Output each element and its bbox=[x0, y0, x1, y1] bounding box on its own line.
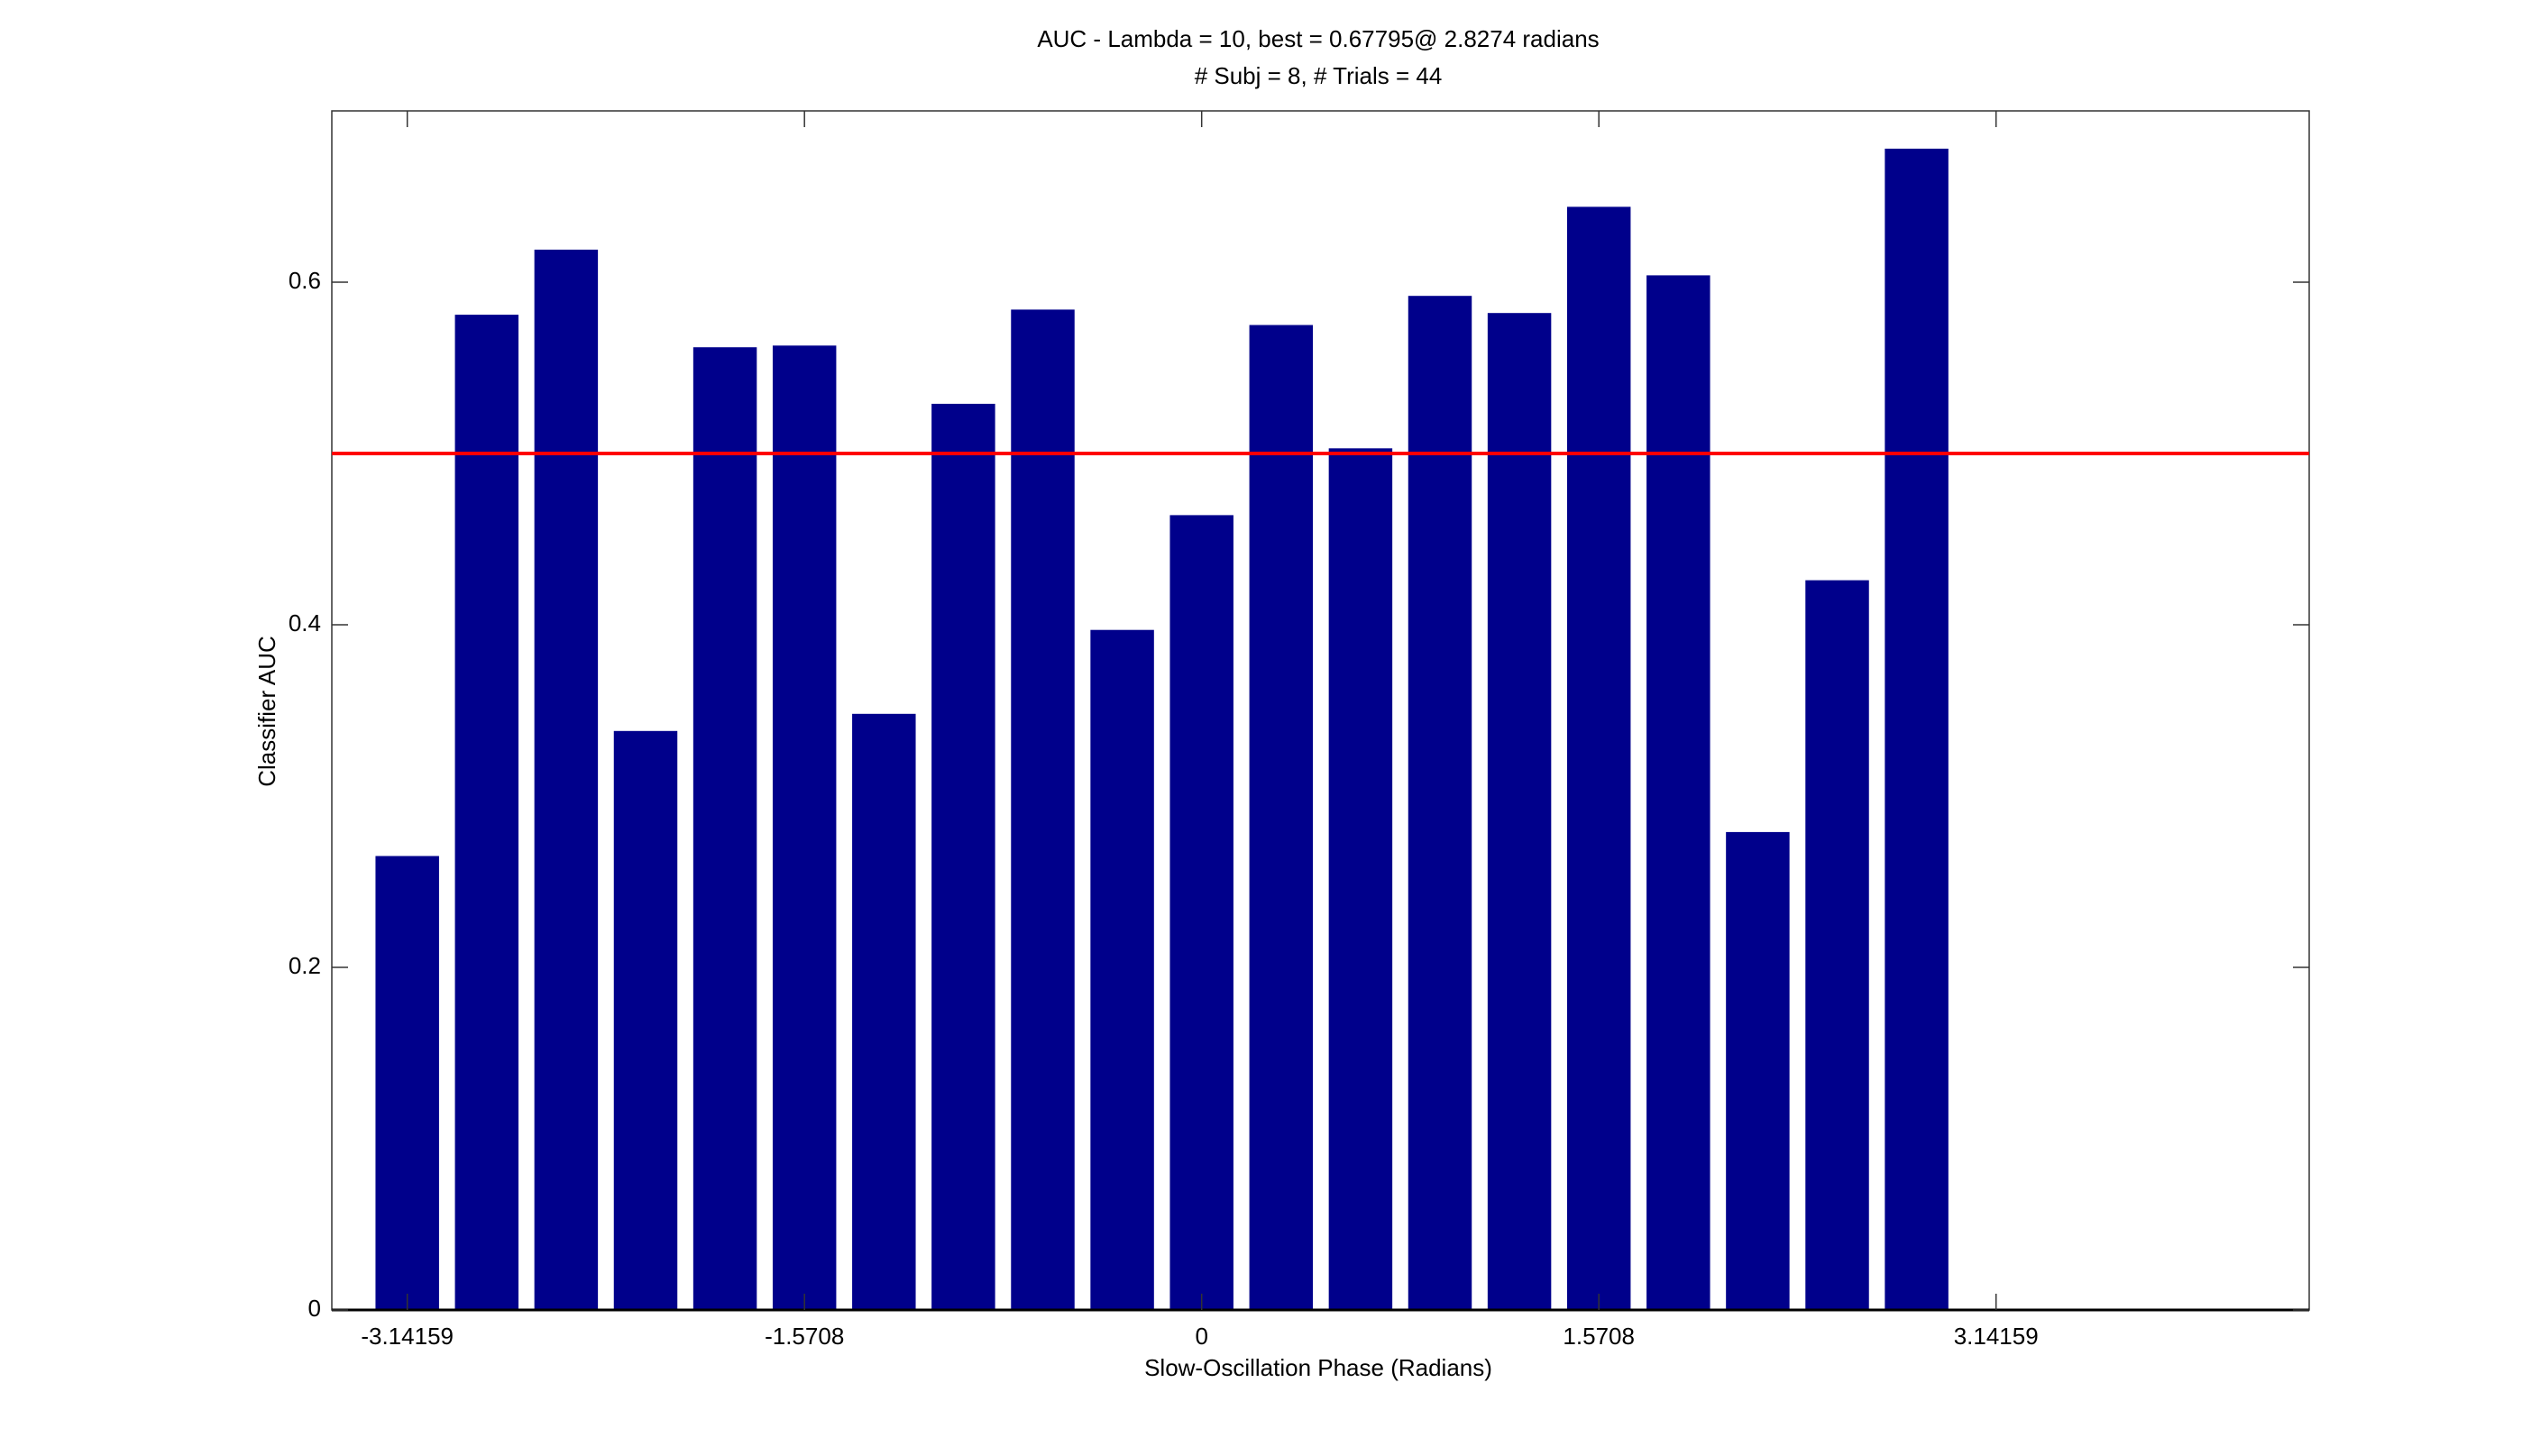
bar bbox=[534, 249, 599, 1310]
x-tick-label: -1.5708 bbox=[765, 1323, 844, 1350]
x-tick-label: 3.14159 bbox=[1954, 1323, 2039, 1350]
bar bbox=[1408, 296, 1472, 1311]
bar bbox=[1090, 629, 1154, 1310]
bar bbox=[454, 315, 519, 1311]
bar bbox=[1249, 325, 1314, 1310]
bar bbox=[1328, 448, 1393, 1310]
chart-title: AUC - Lambda = 10, best = 0.67795@ 2.827… bbox=[1037, 25, 1599, 52]
y-axis-label: Classifier AUC bbox=[253, 636, 280, 787]
bar bbox=[772, 345, 837, 1310]
x-axis-label: Slow-Oscillation Phase (Radians) bbox=[1144, 1354, 1492, 1381]
bar bbox=[1566, 206, 1631, 1310]
bar bbox=[1646, 275, 1710, 1310]
bar bbox=[1487, 313, 1552, 1311]
bar bbox=[931, 403, 995, 1310]
y-tick-label: 0.2 bbox=[289, 952, 321, 979]
bar bbox=[375, 856, 439, 1310]
bar bbox=[1726, 831, 1790, 1310]
y-tick-label: 0.6 bbox=[289, 267, 321, 294]
bar bbox=[692, 347, 757, 1311]
bar bbox=[1011, 309, 1075, 1310]
bar bbox=[613, 730, 678, 1310]
chart-subtitle: # Subj = 8, # Trials = 44 bbox=[1195, 62, 1443, 89]
bar bbox=[1169, 515, 1233, 1310]
y-tick-label: 0.4 bbox=[289, 609, 321, 636]
y-tick-label: 0 bbox=[308, 1295, 321, 1322]
x-tick-label: -3.14159 bbox=[361, 1323, 454, 1350]
bar bbox=[1885, 148, 1949, 1310]
x-tick-label: 0 bbox=[1195, 1323, 1207, 1350]
x-tick-label: 1.5708 bbox=[1563, 1323, 1635, 1350]
bar bbox=[1805, 580, 1869, 1310]
bar bbox=[852, 713, 916, 1310]
